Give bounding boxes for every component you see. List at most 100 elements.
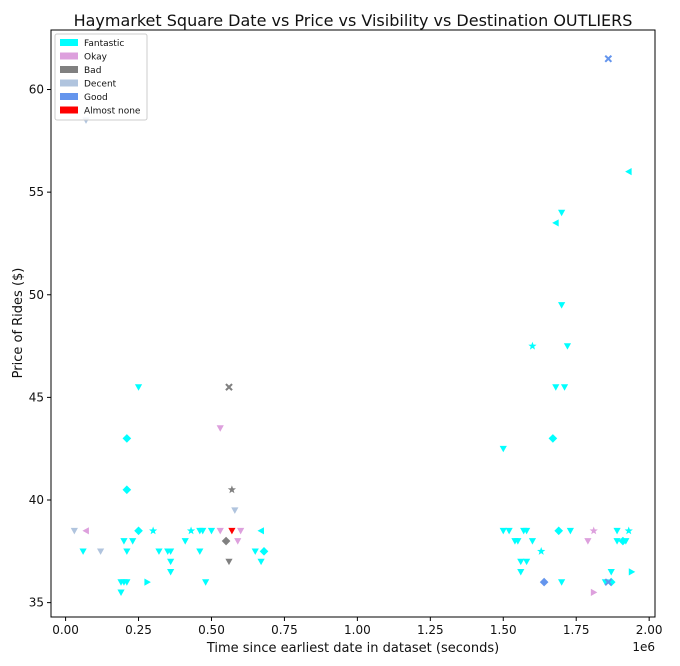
chart-title: Haymarket Square Date vs Price vs Visibi… bbox=[74, 11, 633, 30]
legend: Fantastic Okay Bad Decent Good Almost none bbox=[54, 33, 148, 121]
x-tick-label: 1.50 bbox=[490, 623, 517, 637]
data-point-decent bbox=[70, 527, 78, 535]
data-point-fantastic bbox=[259, 547, 269, 556]
data-point-fantastic bbox=[251, 548, 259, 555]
data-point-fantastic bbox=[566, 527, 574, 535]
y-axis-ticks: 35 40 45 50 55 60 bbox=[29, 83, 51, 610]
data-point-almost-none bbox=[228, 527, 236, 535]
data-point-fantastic bbox=[517, 558, 525, 566]
legend-label: Okay bbox=[84, 53, 108, 63]
data-point-fantastic bbox=[181, 538, 189, 545]
data-point-fantastic bbox=[537, 547, 546, 555]
data-point-fantastic bbox=[613, 538, 621, 545]
data-point-okay bbox=[584, 538, 592, 545]
data-point-fantastic bbox=[528, 341, 537, 350]
data-point-fantastic bbox=[624, 526, 633, 535]
legend-label: Good bbox=[84, 93, 108, 103]
data-point-fantastic bbox=[523, 558, 531, 566]
data-point-fantastic bbox=[552, 384, 560, 391]
data-point-fantastic bbox=[207, 527, 216, 535]
data-point-fantastic bbox=[554, 526, 564, 536]
data-point-fantastic bbox=[167, 558, 175, 566]
legend-label: Decent bbox=[84, 80, 117, 90]
plot-area bbox=[50, 29, 656, 618]
legend-swatch bbox=[60, 52, 78, 60]
data-point-fantastic bbox=[514, 538, 522, 545]
data-point-fantastic bbox=[123, 548, 131, 555]
data-point-fantastic bbox=[129, 538, 137, 545]
data-point-fantastic bbox=[563, 343, 572, 350]
legend-label: Fantastic bbox=[84, 39, 124, 49]
data-point-okay bbox=[216, 527, 224, 535]
data-point-okay bbox=[234, 538, 242, 545]
data-point-bad bbox=[225, 558, 233, 566]
legend-swatch bbox=[60, 66, 78, 73]
data-point-fantastic bbox=[149, 526, 158, 535]
data-point-fantastic bbox=[558, 209, 566, 217]
data-point-fantastic bbox=[613, 527, 621, 535]
data-point-fantastic bbox=[167, 548, 175, 555]
y-tick-label: 45 bbox=[29, 390, 44, 404]
y-tick-label: 40 bbox=[29, 493, 44, 507]
x-tick-label: 0.50 bbox=[198, 623, 225, 637]
data-point-fantastic bbox=[607, 568, 615, 576]
legend-swatch bbox=[60, 106, 78, 114]
data-point-fantastic bbox=[167, 568, 175, 576]
data-point-fantastic bbox=[186, 526, 196, 535]
data-point-fantastic bbox=[196, 548, 204, 555]
data-point-good bbox=[604, 54, 613, 63]
data-point-fantastic bbox=[257, 527, 264, 535]
legend-label: Almost none bbox=[84, 107, 141, 117]
x-tick-label: 0.00 bbox=[52, 623, 79, 637]
x-axis-label: Time since earliest date in dataset (sec… bbox=[206, 641, 499, 656]
y-tick-label: 55 bbox=[29, 185, 44, 199]
data-point-fantastic bbox=[120, 538, 128, 545]
data-point-fantastic bbox=[79, 548, 87, 555]
data-point-okay bbox=[216, 425, 224, 432]
data-point-fantastic bbox=[134, 384, 143, 391]
data-point-okay bbox=[590, 588, 598, 596]
data-point-fantastic bbox=[202, 579, 210, 586]
data-point-okay bbox=[82, 527, 89, 535]
data-point-fantastic bbox=[117, 589, 125, 596]
data-point-fantastic bbox=[560, 384, 569, 391]
x-tick-label: 0.25 bbox=[125, 623, 152, 637]
legend-swatch bbox=[60, 39, 78, 46]
y-tick-label: 50 bbox=[29, 288, 44, 302]
x-axis-ticks: 0.00 0.25 0.50 0.75 1.00 1.25 1.50 1.75 2.00 bbox=[52, 617, 663, 637]
data-point-fantastic bbox=[144, 578, 151, 586]
legend-label: Bad bbox=[84, 66, 101, 76]
data-point-bad bbox=[227, 485, 237, 494]
data-point-fantastic bbox=[199, 527, 207, 535]
data-point-fantastic bbox=[523, 527, 531, 535]
x-tick-label: 1.00 bbox=[344, 623, 371, 637]
data-point-fantastic bbox=[517, 568, 525, 576]
x-tick-label: 0.75 bbox=[271, 623, 298, 637]
data-point-good bbox=[539, 577, 549, 587]
y-tick-label: 35 bbox=[29, 596, 44, 610]
data-point-fantastic bbox=[528, 538, 537, 545]
data-point-fantastic bbox=[122, 434, 132, 443]
data-point-fantastic bbox=[548, 434, 558, 443]
data-point-fantastic bbox=[122, 485, 132, 495]
x-tick-label: 1.75 bbox=[563, 623, 590, 637]
data-points bbox=[70, 54, 636, 596]
data-point-fantastic bbox=[558, 579, 566, 586]
x-tick-label: 1.25 bbox=[417, 623, 444, 637]
legend-swatch bbox=[60, 79, 78, 87]
x-tick-label: 2.00 bbox=[636, 623, 663, 637]
data-point-okay bbox=[589, 526, 598, 535]
y-tick-label: 60 bbox=[29, 83, 44, 97]
data-point-decent bbox=[231, 507, 239, 514]
data-point-good bbox=[604, 578, 613, 586]
data-point-fantastic bbox=[628, 568, 636, 576]
data-point-bad bbox=[221, 536, 231, 546]
data-point-decent bbox=[97, 548, 105, 555]
data-point-fantastic bbox=[505, 527, 513, 535]
x-axis-offset-label: 1e6 bbox=[632, 640, 655, 654]
data-point-fantastic bbox=[622, 538, 630, 545]
data-point-fantastic bbox=[625, 168, 632, 176]
data-point-fantastic bbox=[155, 548, 163, 555]
data-point-fantastic bbox=[499, 527, 507, 535]
